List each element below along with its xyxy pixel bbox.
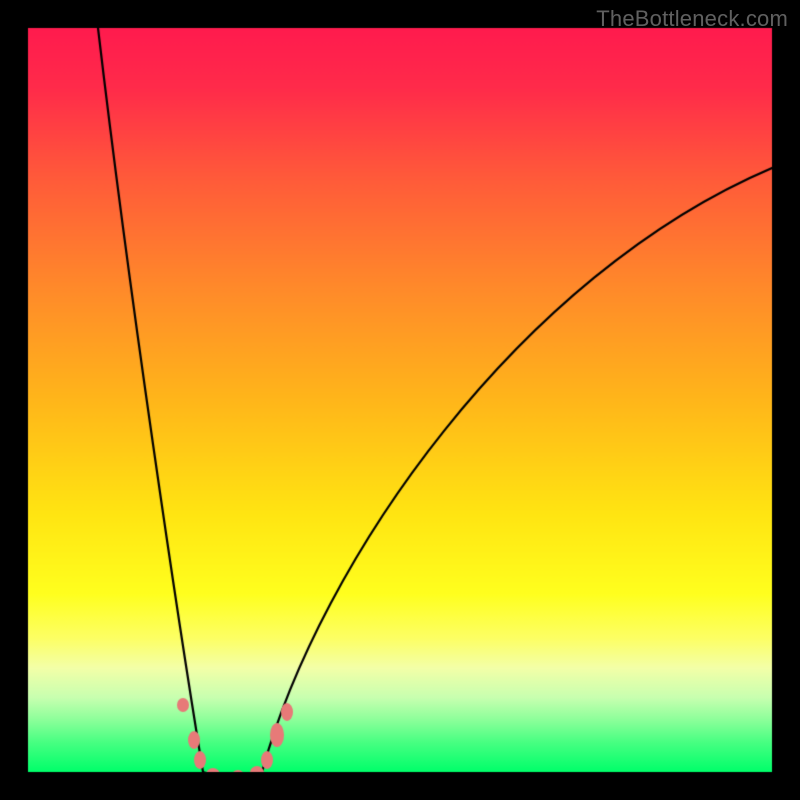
bottleneck-chart-canvas [0, 0, 800, 800]
chart-stage: TheBottleneck.com [0, 0, 800, 800]
watermark-text: TheBottleneck.com [596, 6, 788, 32]
